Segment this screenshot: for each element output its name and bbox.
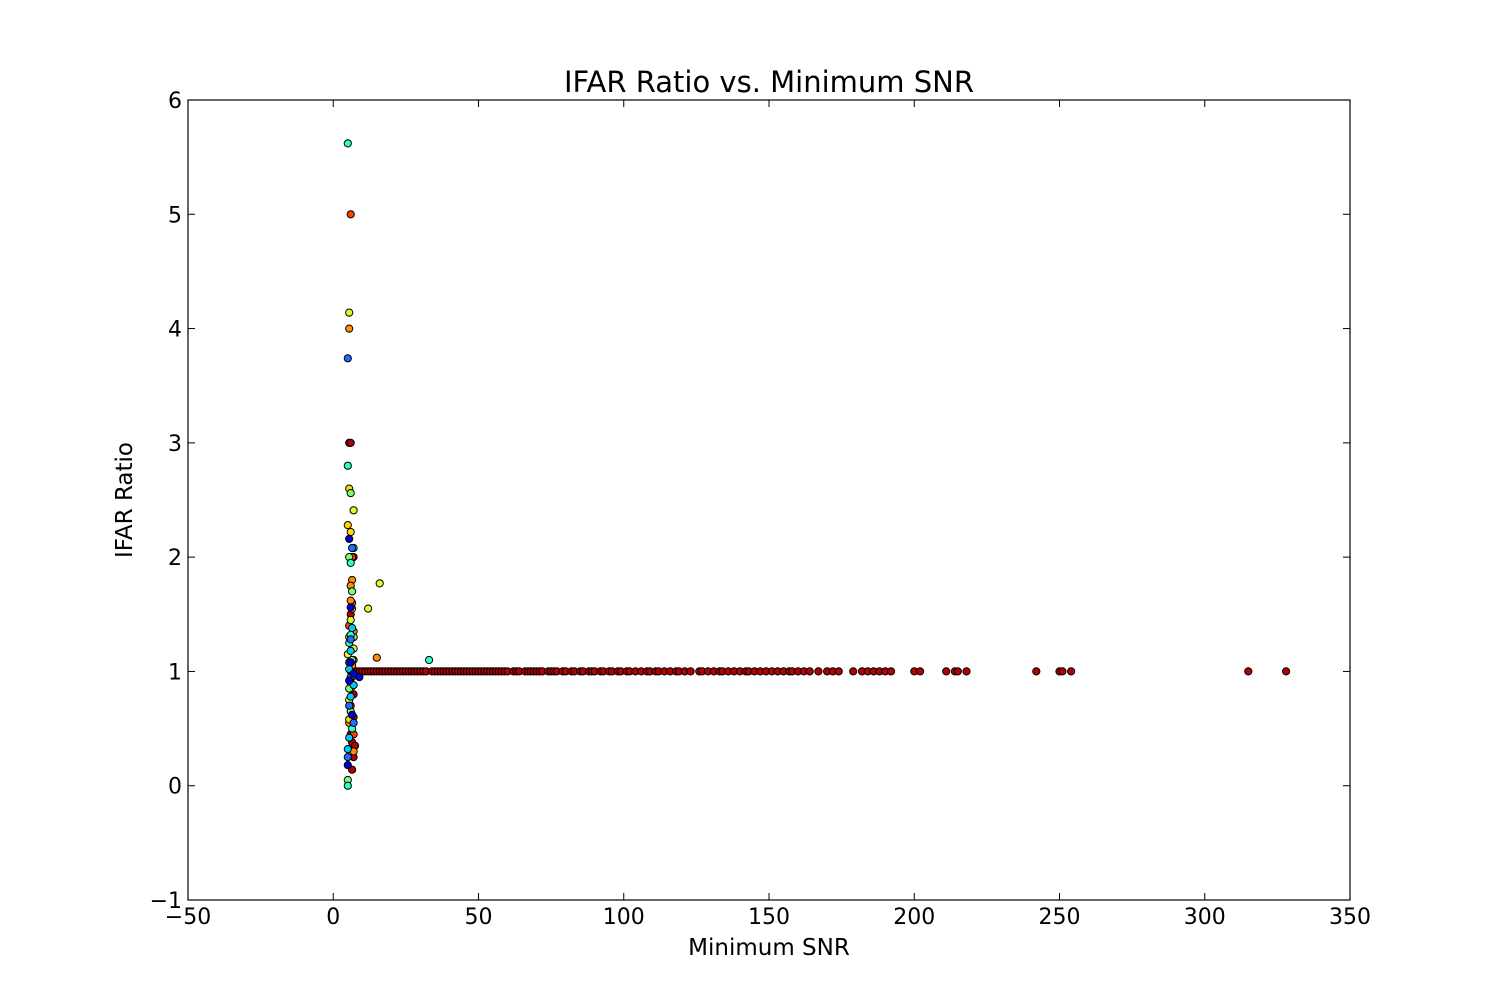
data-point <box>355 673 364 682</box>
x-axis-label: Minimum SNR <box>688 935 850 961</box>
data-point <box>345 324 354 333</box>
data-point <box>364 604 373 613</box>
x-tick-label: −50 <box>165 905 211 930</box>
data-point <box>345 733 354 742</box>
y-tick-label: −1 <box>150 889 182 914</box>
data-point <box>953 667 962 676</box>
data-point <box>343 139 352 148</box>
data-point <box>1067 667 1076 676</box>
y-tick-label: 4 <box>168 318 182 343</box>
x-tick-label: 150 <box>748 905 790 930</box>
data-point <box>346 635 355 644</box>
data-point <box>345 676 354 685</box>
data-point <box>346 646 355 656</box>
points-layer <box>343 139 1291 790</box>
data-point <box>343 745 352 754</box>
data-point <box>346 615 355 625</box>
data-point <box>348 543 357 553</box>
data-point <box>886 667 896 676</box>
ticks-layer: −50 0 50 100 150 200 250 300 350 −1 0 1 2 3 4 5 6 <box>150 89 1371 930</box>
data-point <box>343 521 352 530</box>
data-point <box>343 781 352 790</box>
data-point <box>375 579 384 588</box>
data-point <box>346 210 355 219</box>
data-point <box>343 354 352 363</box>
data-point <box>1032 667 1041 676</box>
x-tick-label: 200 <box>893 905 935 930</box>
data-point <box>346 558 355 568</box>
data-point <box>343 753 352 762</box>
data-point <box>345 701 354 710</box>
y-tick-label: 6 <box>168 89 182 114</box>
data-point <box>425 655 434 665</box>
data-point <box>814 667 823 676</box>
data-point <box>1058 667 1067 676</box>
data-point <box>345 308 354 317</box>
y-tick-label: 5 <box>168 203 182 228</box>
x-tick-label: 100 <box>603 905 645 930</box>
data-point <box>805 667 814 676</box>
data-point <box>372 653 381 662</box>
data-point <box>346 438 355 447</box>
data-point <box>686 667 695 676</box>
data-point <box>346 489 355 498</box>
data-point <box>962 667 971 676</box>
x-tick-label: 250 <box>1039 905 1081 930</box>
data-point <box>345 534 354 544</box>
data-point <box>343 461 352 470</box>
data-point <box>346 692 355 701</box>
data-point <box>348 623 357 633</box>
y-axis-label: IFAR Ratio <box>112 442 138 558</box>
x-tick-label: 0 <box>326 905 340 930</box>
data-point <box>346 603 355 612</box>
data-point <box>348 710 357 720</box>
data-point <box>942 667 951 676</box>
data-point <box>1282 667 1291 676</box>
y-tick-label: 2 <box>168 546 182 571</box>
y-tick-label: 0 <box>168 775 182 800</box>
x-tick-label: 350 <box>1329 905 1371 930</box>
data-point <box>343 761 352 770</box>
chart-title: IFAR Ratio vs. Minimum SNR <box>564 65 974 99</box>
y-tick-label: 3 <box>168 432 182 457</box>
x-tick-label: 50 <box>465 905 493 930</box>
data-point <box>348 587 357 596</box>
data-point <box>346 527 355 537</box>
x-tick-label: 300 <box>1184 905 1226 930</box>
data-point <box>346 596 355 605</box>
y-tick-label: 1 <box>168 660 182 685</box>
data-point <box>349 506 358 515</box>
data-point <box>849 667 858 676</box>
data-point <box>1244 667 1253 676</box>
data-point <box>349 718 358 728</box>
data-point <box>916 667 925 676</box>
data-point <box>346 658 355 667</box>
data-point <box>834 667 843 676</box>
